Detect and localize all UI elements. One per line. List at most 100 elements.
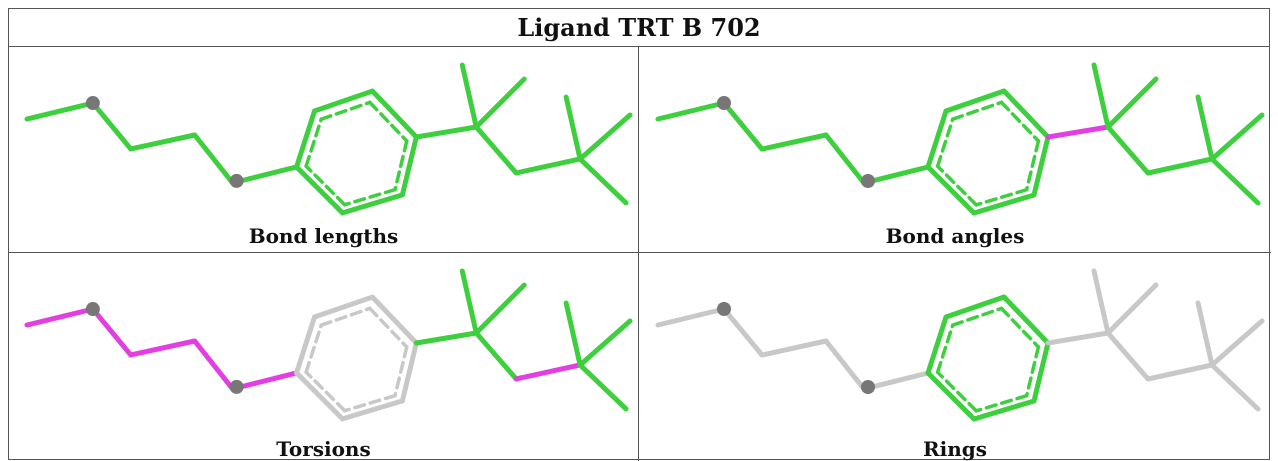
bond-line xyxy=(655,306,727,328)
aromatic-bond xyxy=(1024,345,1041,398)
panel-bond-angles: Bond angles xyxy=(639,47,1271,253)
aromatic-bond xyxy=(342,393,397,413)
bond-line xyxy=(413,124,479,140)
bond-line xyxy=(294,108,318,170)
bond-line xyxy=(473,330,519,382)
bond-line xyxy=(943,88,1007,114)
bond-line xyxy=(513,362,583,382)
bond-line xyxy=(823,338,867,392)
aromatic-bond xyxy=(974,393,1029,413)
bond-line xyxy=(473,124,519,176)
aromatic-bond xyxy=(368,306,409,349)
bond-line xyxy=(943,294,1007,320)
aromatic-bond xyxy=(304,164,347,207)
bond-line xyxy=(1195,94,1215,162)
panel-caption: Rings xyxy=(922,437,987,461)
aromatic-bond xyxy=(999,306,1041,349)
bond-line xyxy=(459,62,479,130)
bond-line xyxy=(1001,294,1051,346)
panel-caption: Torsions xyxy=(276,437,371,461)
aromatic-bond xyxy=(950,306,1004,327)
bond-line xyxy=(759,338,829,358)
bond-line xyxy=(312,294,375,320)
oxygen-atom xyxy=(229,173,244,188)
bond-line xyxy=(925,164,977,216)
bond-line xyxy=(721,306,765,358)
bond-line xyxy=(1105,76,1159,130)
bond-line xyxy=(294,370,345,422)
aromatic-bond xyxy=(935,117,955,168)
bond-line xyxy=(1195,300,1215,368)
bond-line xyxy=(473,76,527,130)
aromatic-bond xyxy=(974,187,1029,207)
ligand-table: Ligand TRT B 702 Bond lengths Bond angle… xyxy=(8,8,1271,461)
oxygen-atom xyxy=(85,96,100,111)
bond-line xyxy=(24,306,96,328)
molecule-view xyxy=(24,268,633,422)
aromatic-bond xyxy=(1024,139,1041,192)
bond-line xyxy=(128,338,198,358)
molecule-view xyxy=(24,62,633,216)
aromatic-bond xyxy=(319,100,372,121)
bond-line xyxy=(90,306,134,358)
bond-line xyxy=(192,338,236,392)
bond-line xyxy=(1209,156,1261,206)
oxygen-atom xyxy=(717,302,731,316)
bond-line xyxy=(925,314,949,376)
bond-line xyxy=(369,294,419,346)
bond-line xyxy=(294,314,318,376)
panel-bond-lengths: Bond lengths xyxy=(9,47,639,253)
oxygen-atom xyxy=(861,174,875,188)
bond-line xyxy=(128,132,198,152)
bond-line xyxy=(1045,124,1111,140)
aromatic-bond xyxy=(368,100,409,143)
bond-line xyxy=(759,132,829,152)
bond-line xyxy=(577,112,633,162)
bond-line xyxy=(90,100,134,152)
oxygen-atom xyxy=(229,379,244,394)
aromatic-bond xyxy=(304,323,323,374)
bond-line xyxy=(339,398,405,422)
bond-line xyxy=(1045,330,1111,346)
bond-line xyxy=(823,132,867,186)
bond-line xyxy=(1209,112,1265,162)
bond-line xyxy=(1145,362,1215,382)
bond-line xyxy=(655,100,727,122)
aromatic-bond xyxy=(304,370,347,413)
aromatic-bond xyxy=(935,323,955,374)
aromatic-bond xyxy=(950,100,1004,121)
panel-torsions: Torsions xyxy=(9,253,639,461)
aromatic-bond xyxy=(393,139,409,192)
aromatic-bond xyxy=(304,117,323,168)
oxygen-atom xyxy=(85,302,100,317)
aromatic-bond xyxy=(935,164,978,207)
bond-line xyxy=(1001,88,1051,140)
molecule-view xyxy=(655,62,1265,216)
bond-line xyxy=(339,192,405,216)
panel-caption: Bond angles xyxy=(885,224,1025,248)
bond-line xyxy=(563,300,583,368)
aromatic-bond xyxy=(342,187,397,207)
bond-line xyxy=(1145,156,1215,176)
bond-line xyxy=(399,340,419,404)
bond-line xyxy=(513,156,583,176)
bond-line xyxy=(971,192,1037,216)
bond-line xyxy=(1105,124,1151,176)
bond-line xyxy=(473,282,527,336)
bond-line xyxy=(413,330,479,346)
panel-rings: Rings xyxy=(639,253,1271,461)
bond-line xyxy=(1105,282,1159,336)
bond-line xyxy=(192,132,236,186)
aromatic-bond xyxy=(393,345,409,398)
bond-line xyxy=(312,88,375,114)
aromatic-bond xyxy=(935,370,978,413)
bond-line xyxy=(577,156,629,206)
bond-line xyxy=(563,94,583,162)
bond-line xyxy=(971,398,1037,422)
bond-line xyxy=(369,88,419,140)
bond-line xyxy=(399,134,419,198)
oxygen-atom xyxy=(717,96,731,110)
bond-line xyxy=(1091,268,1111,336)
bond-line xyxy=(1105,330,1151,382)
bond-line xyxy=(1031,340,1051,404)
